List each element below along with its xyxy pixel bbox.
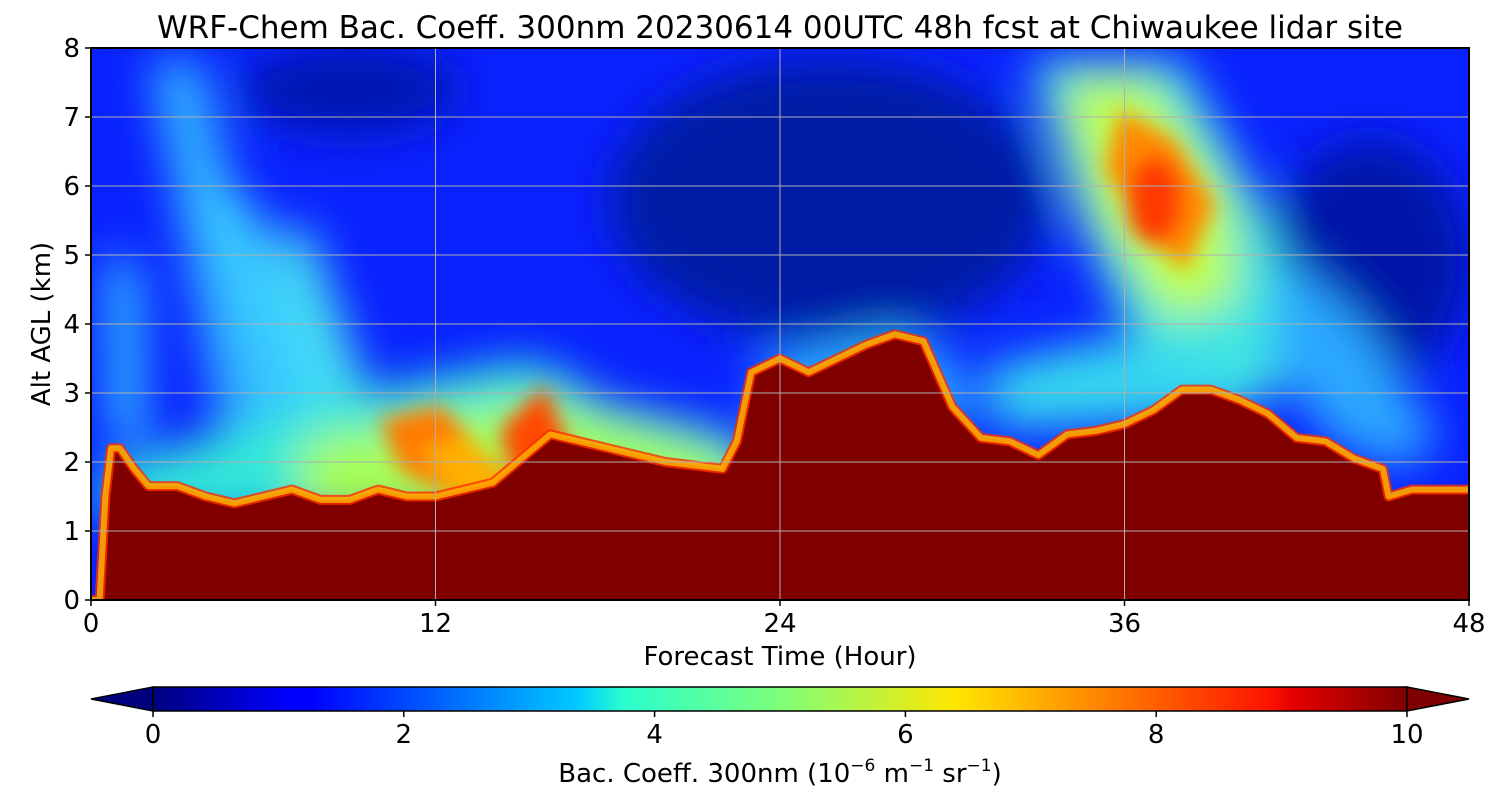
colorbar-body: [152, 686, 1408, 712]
clean-air-minimum: [240, 48, 460, 135]
y-tick-label: 6: [63, 172, 80, 202]
colorbar-label-unit-sr: sr: [934, 759, 967, 789]
y-tick-label: 7: [63, 103, 80, 133]
y-tick-label: 0: [63, 586, 80, 616]
y-tick-label: 3: [63, 379, 80, 409]
colorbar-tick-label: 2: [396, 720, 413, 750]
y-axis-ticks: 0 1 2 3 4 5 6 7 8: [63, 34, 91, 616]
y-axis-label: Alt AGL (km): [27, 242, 57, 406]
colorbar-tick-label: 4: [646, 720, 663, 750]
colorbar-tick-label: 8: [1148, 720, 1165, 750]
plot-area: [91, 48, 1469, 600]
colorbar-label-close: ): [992, 759, 1002, 789]
x-tick-label: 48: [1452, 609, 1485, 639]
colorbar-label: Bac. Coeff. 300nm (10−6 m−1 sr−1): [558, 756, 1001, 789]
grid-lines: [91, 48, 1469, 600]
colorbar: 0 2 4 6 8 10 Bac. Coeff. 300nm (10−6 m−1 sr−1…: [90, 686, 1470, 789]
clean-air-minimum: [610, 60, 1050, 340]
colorbar-label-exponent: −1: [909, 756, 934, 776]
chart-title: WRF-Chem Bac. Coeff. 300nm 20230614 00UT…: [157, 10, 1403, 46]
colorbar-extend-low: [90, 686, 154, 712]
y-tick-label: 5: [63, 241, 80, 271]
colorbar-extend-high: [1406, 686, 1470, 712]
plume-core: [1127, 155, 1183, 245]
colorbar-label-exponent: −6: [850, 756, 875, 776]
x-tick-label: 12: [419, 609, 452, 639]
colorbar-ticks: 0 2 4 6 8 10: [145, 711, 1424, 750]
y-tick-label: 2: [63, 448, 80, 478]
colorbar-label-unit-m: m: [875, 759, 909, 789]
x-axis-ticks: 0 12 24 36 48: [83, 600, 1486, 639]
elevated-plume: [1270, 250, 1440, 470]
y-tick-label: 4: [63, 310, 80, 340]
colorbar-tick-label: 10: [1390, 720, 1423, 750]
x-tick-label: 36: [1108, 609, 1141, 639]
aerosol-streak: [105, 250, 145, 440]
colorbar-label-main: Bac. Coeff. 300nm (10: [558, 759, 850, 789]
colorbar-tick-label: 0: [145, 720, 162, 750]
x-tick-label: 0: [83, 609, 100, 639]
y-tick-label: 8: [63, 34, 80, 64]
aerosol-streak: [150, 60, 300, 480]
colorbar-label-exponent: −1: [967, 756, 992, 776]
colorbar-tick-label: 6: [897, 720, 914, 750]
y-tick-label: 1: [63, 517, 80, 547]
x-axis-label: Forecast Time (Hour): [643, 642, 916, 672]
x-tick-label: 24: [763, 609, 796, 639]
